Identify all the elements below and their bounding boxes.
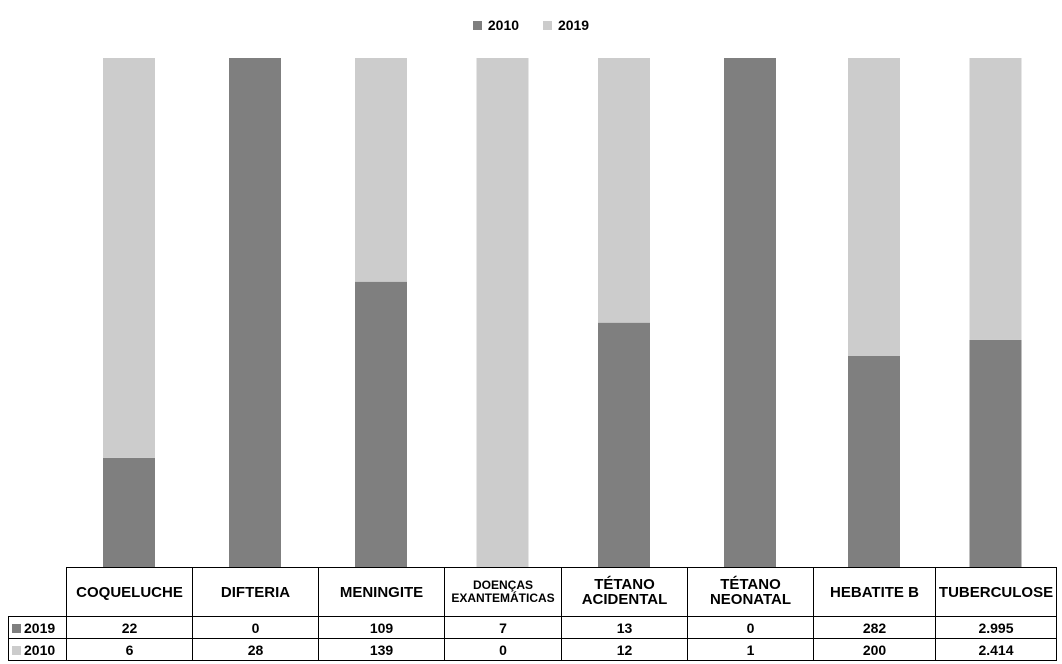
data-table: COQUELUCHE DIFTERIA MENINGITE DOENÇAS EXANTE… (8, 567, 1057, 661)
table-cell: 2.414 (935, 638, 1057, 661)
category-label: NEONATAL (709, 591, 792, 608)
table-header-cell: COQUELUCHE (66, 567, 193, 617)
bar-segment-2010-2 (355, 281, 407, 567)
table-cell: 0 (687, 616, 814, 639)
table-cell: 7 (444, 616, 562, 639)
row-label-text: 2010 (24, 641, 56, 658)
bar-segment-2010-7 (969, 339, 1022, 567)
table-cell: 139 (318, 638, 445, 661)
table-cell: 13 (561, 616, 688, 639)
table-header-cell: DOENÇAS EXANTEMÁTICAS (444, 567, 562, 617)
bar-segment-2019-2 (355, 58, 407, 282)
table-cell: 1 (687, 638, 814, 661)
table-row-label: 2010 (8, 638, 67, 661)
row-label-text: 2019 (24, 619, 56, 636)
category-label: TÉTANO (720, 576, 781, 593)
bar-segment-2010-6 (848, 355, 900, 567)
legend-item-2010: 2010 (472, 17, 520, 33)
table-cell: 22 (66, 616, 193, 639)
table-cell: 28 (192, 638, 319, 661)
table-header-cell: TÉTANO NEONATAL (687, 567, 814, 617)
category-label: ACIDENTAL (581, 591, 668, 608)
bar-segment-2010-4 (598, 322, 650, 567)
bar-segment-2019-0 (103, 58, 155, 458)
table-header-cell: MENINGITE (318, 567, 445, 617)
table-cell: 2.995 (935, 616, 1057, 639)
bar-segment-2010-0 (103, 457, 155, 567)
table-cell: 109 (318, 616, 445, 639)
category-label: EXANTEMÁTICAS (451, 591, 555, 605)
category-label: DIFTERIA (220, 583, 291, 601)
table-header-cell: TÉTANO ACIDENTAL (561, 567, 688, 617)
table-row: 2019 22 0 109 7 13 0 282 2.995 (8, 616, 1057, 639)
row-swatch (12, 623, 21, 633)
bar-segment-2019-6 (848, 58, 900, 356)
category-label: MENINGITE (339, 583, 424, 601)
table-header-cell: DIFTERIA (192, 567, 319, 617)
table-cell: 200 (813, 638, 936, 661)
category-label: HEBATITE B (830, 583, 919, 601)
bar-segment-2010-5 (724, 58, 776, 567)
table-header-cell: HEBATITE B (813, 567, 936, 617)
bar-segment-2010-1 (229, 58, 281, 567)
table-row: 2010 6 28 139 0 12 1 200 2.414 (8, 638, 1057, 661)
legend-label-2019: 2019 (557, 17, 590, 33)
category-label: TÉTANO (594, 576, 655, 593)
bar-segment-2019-3 (476, 58, 529, 567)
table-cell: 6 (66, 638, 193, 661)
category-label: DOENÇAS (472, 578, 533, 592)
bar-segment-2019-4 (598, 58, 650, 323)
category-label: COQUELUCHE (76, 583, 183, 601)
legend-swatch-2019 (542, 21, 552, 30)
bar-segment-2019-7 (969, 58, 1022, 340)
table-cell: 282 (813, 616, 936, 639)
legend-swatch-2010 (472, 21, 482, 30)
table-header-cell: TUBERCULOSE (935, 567, 1057, 617)
chart-legend: 2010 2019 (0, 17, 1062, 33)
stacked-bar-chart (103, 58, 1022, 567)
row-swatch (12, 645, 21, 655)
table-cell: 0 (192, 616, 319, 639)
legend-label-2010: 2010 (487, 17, 520, 33)
table-corner-cell (8, 567, 67, 617)
table-header-row: COQUELUCHE DIFTERIA MENINGITE DOENÇAS EXANTE… (8, 567, 1057, 617)
legend-item-2019: 2019 (542, 17, 590, 33)
table-cell: 0 (444, 638, 562, 661)
category-label: TUBERCULOSE (938, 583, 1054, 601)
table-cell: 12 (561, 638, 688, 661)
table-row-label: 2019 (8, 616, 67, 639)
